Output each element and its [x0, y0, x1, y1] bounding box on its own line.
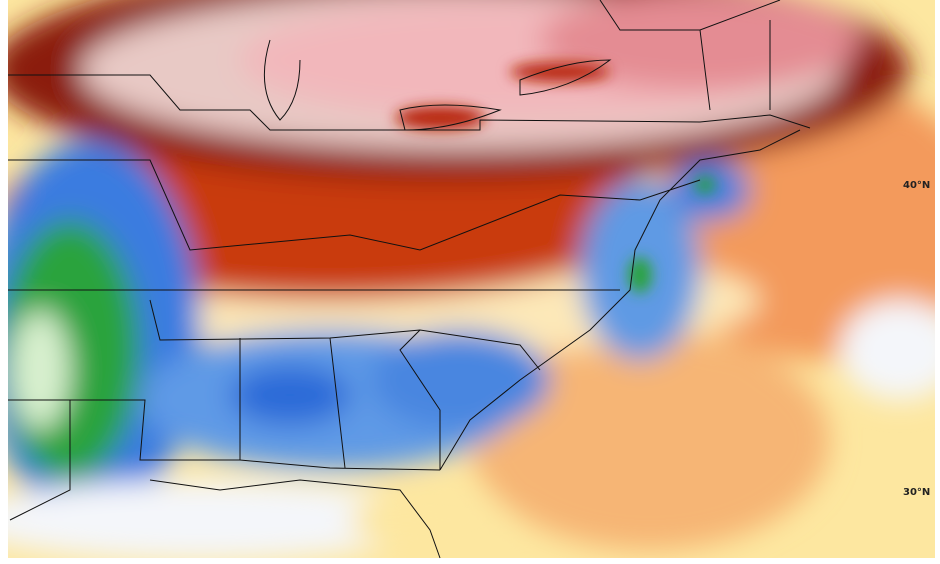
lake-anomaly [395, 62, 715, 293]
latitude-label: 30°N [903, 487, 930, 498]
latitude-label: 40°N [903, 180, 930, 191]
state-borders [8, 0, 811, 559]
